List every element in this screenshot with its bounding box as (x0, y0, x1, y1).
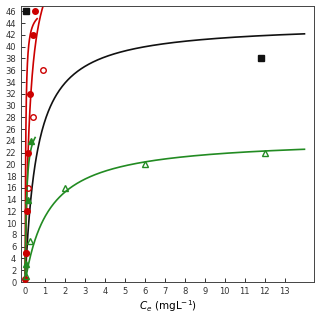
X-axis label: $C_e$ (mgL$^{-1}$): $C_e$ (mgL$^{-1}$) (139, 299, 197, 315)
